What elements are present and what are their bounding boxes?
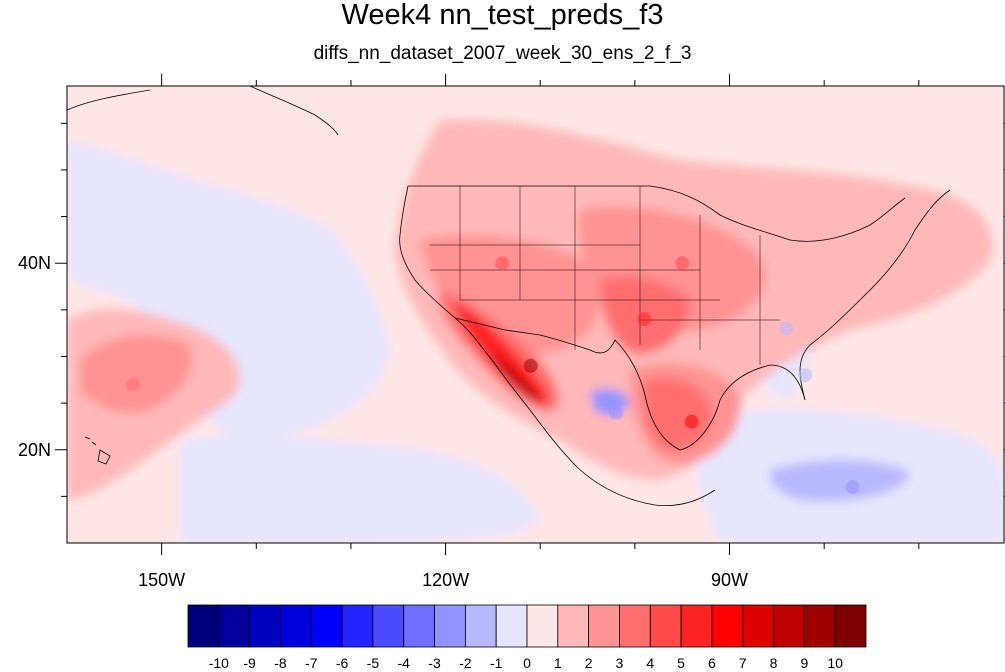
colorbar-box [218,604,251,648]
colorbar-label: 9 [800,655,809,671]
hawaii-islands [84,436,111,465]
lat-tick-label: 20N [17,439,51,460]
warm-area-southwest-peak [490,350,541,402]
cool-area-eastern-tropical-pacific [180,435,540,543]
colorbar-label: -3 [428,655,441,671]
cool-area-north-pacific [67,140,390,440]
us-mexico-border [454,317,616,354]
colorbar-label: -5 [366,655,380,671]
lat-tick-label: 40N [17,253,51,274]
colorbar-label: 8 [769,655,778,671]
colorbar-box [403,604,435,648]
feature-subtropical-pacific-warm-area [126,377,141,392]
colorbar-box [341,604,374,648]
colorbar-label: 10 [827,655,843,671]
colorbar-box [680,604,713,648]
warm-area-gulf-core [643,377,712,451]
figure-subtitle: diffs_nn_dataset_2007_week_30_ens_2_f_3 [313,43,692,64]
axis-tick-marks [55,74,1005,555]
colorbar-box [773,604,805,648]
feature-central-plains-warm-area [675,256,690,271]
colorbar-label: -2 [459,655,472,671]
feature-southwest-desert-maximum [523,358,538,373]
west-coast-line [399,185,716,507]
colorbar-box [280,604,312,648]
colorbar-box [557,604,590,648]
colorbar-box [249,604,281,648]
feature-southern-plains-maximum [637,312,652,327]
colorbar-label: -8 [274,655,287,671]
colorbar-label: -9 [243,655,256,671]
feature-markers [126,256,860,495]
colorbar-label: 4 [646,655,655,671]
map-frame [66,85,1005,544]
alaska-coast-line [67,86,339,136]
feature-great-basin-warm-area [495,256,510,271]
colorbar-box [619,604,651,648]
colorbar-box [495,604,528,648]
coastlines-and-borders [67,86,951,507]
colorbar-label: -4 [397,655,410,671]
lon-tick-label: 150W [138,570,186,590]
feature-eastern-pacific-cool-area [325,480,340,495]
colorbar-label: 6 [708,655,716,671]
colorbar-box [434,604,466,648]
colorbar-label: 0 [523,655,531,671]
colorbar-label: -6 [335,655,349,671]
colorbar-label: -10 [208,655,229,671]
cool-area-caribbean-core [769,460,910,502]
feature-mexico-cool-area [608,405,623,420]
colorbar-box [711,604,744,648]
colorbar-box [588,604,620,648]
feature-gulf-of-mexico-maximum [684,414,699,429]
warm-area-subtropical-pacific-core [80,335,193,414]
colorbar-label: 2 [584,655,593,671]
warm-area-southwest-core [455,300,548,405]
colorbar-box [526,604,559,648]
lon-tick-label: 120W [422,570,470,590]
feature-florida-cool-area [798,368,813,383]
lon-tick-label: 90W [711,570,749,590]
colorbar-box [310,604,343,648]
colorbar-label: -1 [489,655,503,671]
colorbar-label: 7 [738,655,747,671]
colorbar-box [649,604,682,648]
colorbar-label: 1 [553,655,562,671]
feature-southeast-us-cool-area [779,321,794,336]
colorbar-label: -7 [305,655,318,671]
anomaly-contour-fills [67,119,1004,543]
figure-title: Week4 nn_test_preds_f3 [341,0,664,31]
colorbar-box [464,604,497,648]
colorbar [187,604,867,648]
gulf-coast-line [614,339,806,451]
colorbar-box [834,604,867,648]
east-coast-line [799,189,951,401]
colorbar-label: 5 [677,655,685,671]
us-canada-border [408,185,906,242]
map-plot-area [67,86,1004,543]
colorbar-box [803,604,836,648]
state-lines [430,186,780,365]
colorbar-box [187,604,220,648]
colorbar-box [372,604,405,648]
feature-caribbean-cool-area [845,480,860,495]
colorbar-label: 3 [615,655,624,671]
colorbar-box [742,604,774,648]
warm-area-great-basin [420,234,600,354]
